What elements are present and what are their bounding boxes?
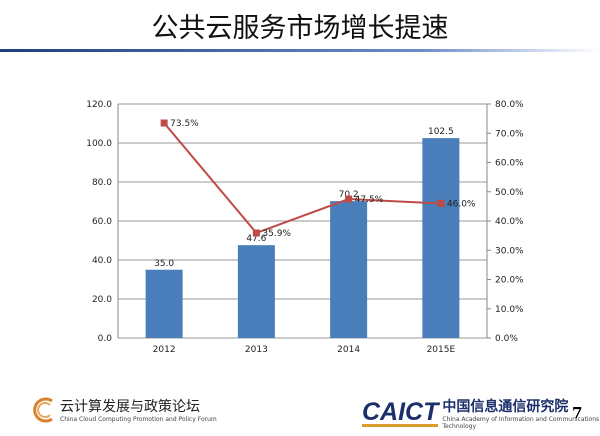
line-marker — [160, 119, 168, 127]
y-right-tick: 50.0% — [495, 188, 524, 198]
y-right-tick: 60.0% — [495, 159, 524, 169]
bar-label: 47.6 — [246, 234, 266, 244]
line-marker — [345, 195, 353, 203]
bar-label: 35.0 — [154, 259, 174, 269]
x-tick: 2013 — [245, 345, 268, 355]
bar-label: 102.5 — [428, 127, 454, 137]
bar — [422, 138, 460, 338]
y-right-tick: 70.0% — [495, 129, 524, 139]
y-left-tick: 40.0 — [92, 256, 112, 266]
caict-logo: CAICT — [362, 397, 439, 427]
combo-chart: 0.0 20.0 40.0 60.0 80.0 100.0 120.0 0.0% 10.0% 20… — [86, 100, 524, 355]
y-right-tick: 80.0% — [495, 100, 524, 110]
cpp-name-en: China Cloud Computing Promotion and Poli… — [60, 416, 217, 423]
caict-logo-block: CAICT 中国信息通信研究院 China Academy of Informa… — [362, 396, 600, 430]
y-right-tick: 30.0% — [495, 246, 524, 256]
x-tick: 2012 — [153, 345, 176, 355]
growth-line — [163, 122, 441, 235]
cpp-logo-icon — [33, 397, 53, 422]
caict-name-en: China Academy of Information and Communi… — [442, 416, 600, 430]
line-marker — [252, 229, 260, 237]
y-right-tick: 20.0% — [495, 276, 524, 286]
bar — [330, 201, 368, 338]
y-left-tick: 20.0 — [92, 295, 112, 305]
cpp-logo-block: 云计算发展与政策论坛 China Cloud Computing Promoti… — [30, 396, 217, 423]
line-label: 47.5% — [355, 195, 384, 205]
y-left-tick: 120.0 — [86, 100, 112, 110]
x-tick: 2014 — [337, 345, 360, 355]
bar-label: 70.2 — [339, 190, 359, 200]
y-left-tick: 80.0 — [92, 178, 112, 188]
y-left-tick: 100.0 — [86, 139, 112, 149]
page-number: 7 — [572, 404, 583, 422]
x-tick: 2015E — [427, 345, 456, 355]
page-title: 公共云服务市场增长提速 — [151, 13, 449, 44]
y-right-tick: 0.0% — [495, 334, 518, 344]
line-label: 73.5% — [170, 119, 199, 129]
title-divider — [0, 49, 600, 52]
line-marker — [437, 199, 445, 207]
line-label: 35.9% — [262, 229, 291, 239]
bar — [237, 245, 275, 338]
line-label: 46.0% — [447, 199, 476, 209]
y-left-tick: 60.0 — [92, 217, 112, 227]
bar — [145, 269, 183, 338]
y-left-tick: 0.0 — [98, 334, 113, 344]
caict-name-cn: 中国信息通信研究院 — [442, 399, 569, 415]
cpp-name-cn: 云计算发展与政策论坛 — [60, 399, 200, 415]
y-right-tick: 40.0% — [495, 217, 524, 227]
y-right-tick: 10.0% — [495, 305, 524, 315]
